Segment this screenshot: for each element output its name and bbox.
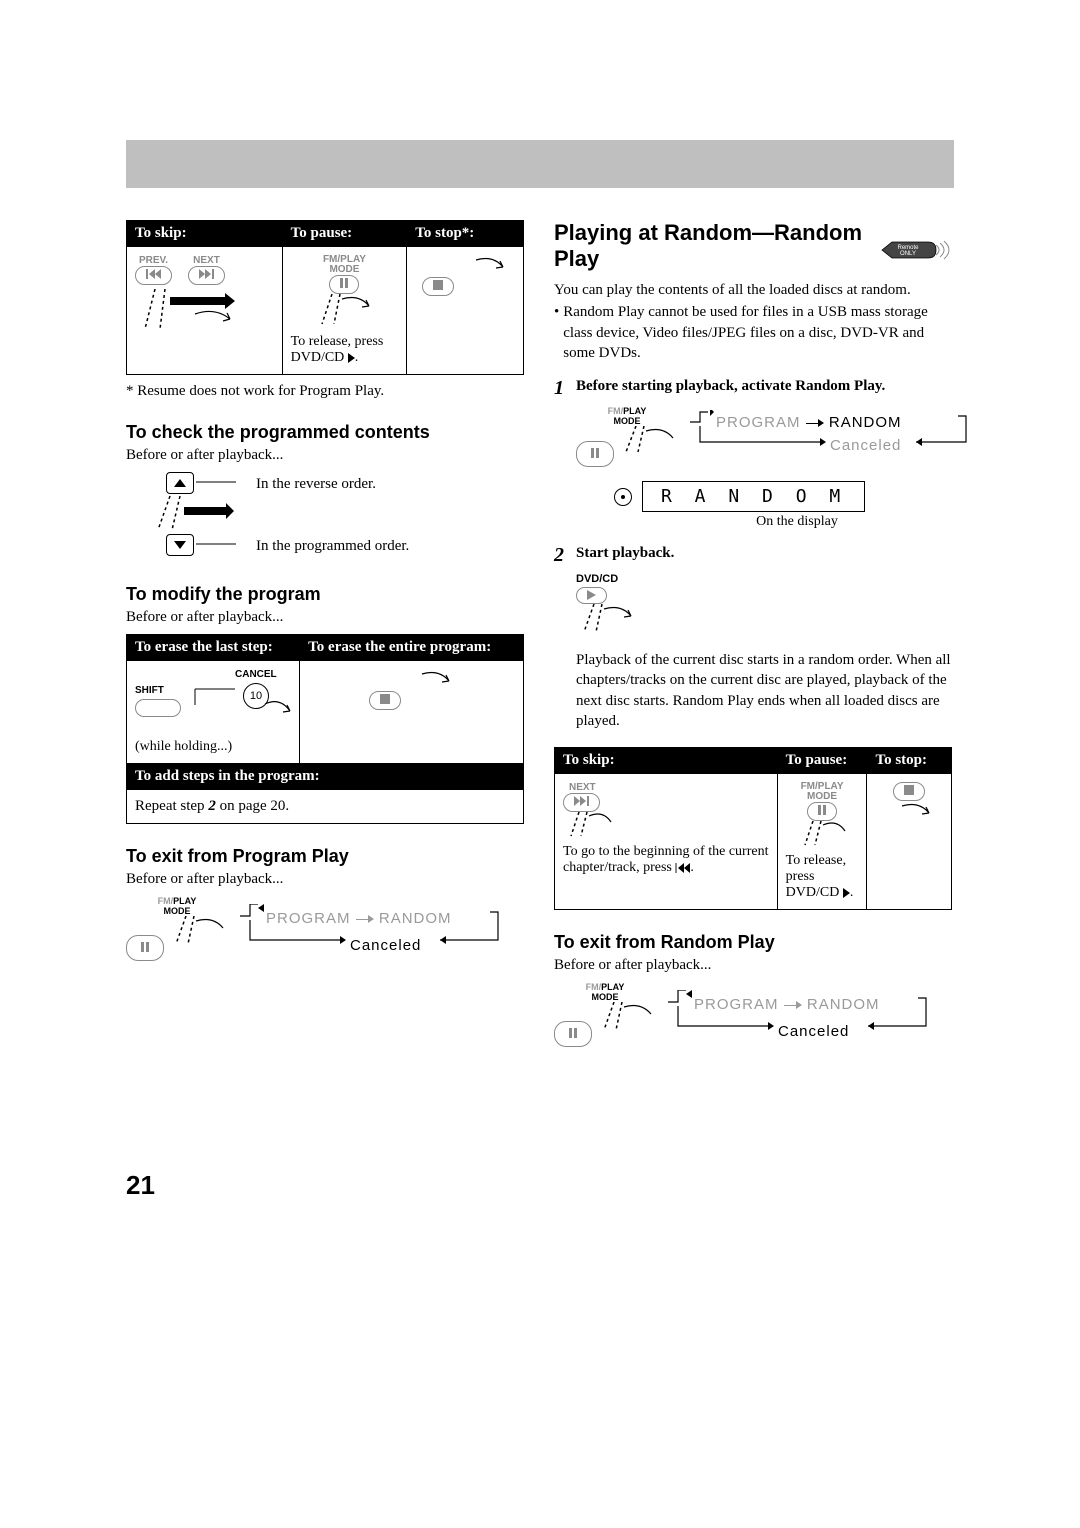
th-skip: To skip: [555,748,778,774]
next-button-icon [188,266,225,285]
flow-diagram [690,410,970,464]
th-erase-last: To erase the last step: [127,635,300,661]
step2-num: 2 [554,544,576,567]
next-label: NEXT [188,255,225,266]
stop-button-icon [893,782,925,801]
prev-button-icon [135,266,172,285]
svg-text:ONLY: ONLY [900,251,916,257]
modify-heading: To modify the program [126,584,524,605]
display-caption: On the display [642,514,952,530]
press-finger-icon [404,669,454,704]
prev-label: PREV. [135,255,172,266]
check-sub: Before or after playback... [126,447,524,464]
step2-text: Start playback. [576,545,674,561]
press-finger-icon [314,294,374,334]
page-number: 21 [126,1170,155,1201]
play-button-icon [576,587,607,604]
disc-icon [614,488,632,506]
pause-button-icon [807,802,837,821]
flow-diagram [240,904,500,964]
next-button-icon [563,793,600,812]
th-add-steps: To add steps in the program: [127,764,524,790]
repeat-step-text: Repeat step 2 on page 20. [127,790,524,824]
reverse-order-text: In the reverse order. [256,474,409,494]
footnote-text: * Resume does not work for Program Play. [126,383,524,400]
remote-only-badge: Remote ONLY [880,239,952,261]
bullet-text: • Random Play cannot be used for files i… [554,302,952,363]
intro-text: You can play the contents of all the loa… [554,280,952,300]
press-finger-icon [576,604,636,644]
press-finger-icon [618,426,678,458]
modify-table: To erase the last step: To erase the ent… [126,634,524,824]
press-finger-icon [563,812,613,844]
programmed-order-text: In the programmed order. [256,536,409,556]
after-step2-text: Playback of the current disc starts in a… [576,650,952,731]
modify-sub: Before or after playback... [126,609,524,626]
exit-random-sub: Before or after playback... [554,957,952,974]
exit-program-heading: To exit from Program Play [126,846,524,867]
press-finger-icon [458,255,508,290]
release-text: To release, press DVD/CD . [786,853,859,901]
stop-button-icon [422,277,454,296]
release-text: To release, press DVD/CD . [291,334,399,366]
dvdcd-label: DVD/CD [576,573,952,585]
th-stop: To stop*: [407,221,524,247]
fm-play-mode-label: FM/PLAY MODE [786,782,859,802]
flow-diagram [668,990,928,1050]
page-content: To skip: To pause: To stop*: PREV. NEXT [126,220,954,1047]
stop-button-icon [369,691,401,710]
th-stop: To stop: [867,748,952,774]
main-heading: Playing at Random—Random Play [554,220,872,272]
fm-play-mode-button: FM/PLAY MODE [576,406,678,467]
th-pause: To pause: [777,748,867,774]
display-box: R A N D O M [642,481,865,512]
check-heading: To check the programmed contents [126,422,524,443]
next-label: NEXT [569,782,769,793]
left-column: To skip: To pause: To stop*: PREV. NEXT [126,220,524,1047]
while-holding-text: (while holding...) [135,739,291,755]
press-finger-icon [884,801,934,833]
fm-play-mode-button: FM/PLAY MODE [126,896,228,961]
step1-text: Before starting playback, activate Rando… [576,378,885,394]
fm-play-mode-label: FM/PLAY MODE [291,255,399,275]
pause-button-icon [329,275,359,294]
th-erase-entire: To erase the entire program: [300,635,524,661]
goto-text: To go to the beginning of the current ch… [563,844,769,876]
press-arrows-icon [135,289,255,339]
right-column: Playing at Random—Random Play Remote ONL… [554,220,952,1047]
press-finger-icon [596,1002,656,1038]
th-skip: To skip: [127,221,283,247]
step1-num: 1 [554,377,576,400]
press-finger-icon [168,916,228,952]
skip-pause-stop-table: To skip: To pause: To stop*: PREV. NEXT [126,220,524,375]
skip-pause-stop-table-right: To skip: To pause: To stop: NEXT [554,747,952,910]
chevron-diagram [126,472,236,562]
exit-program-sub: Before or after playback... [126,871,524,888]
th-pause: To pause: [282,221,407,247]
fm-play-mode-button: FM/PLAY MODE [554,982,656,1047]
header-band [126,140,954,188]
press-finger-icon [797,821,847,853]
exit-random-heading: To exit from Random Play [554,932,952,953]
